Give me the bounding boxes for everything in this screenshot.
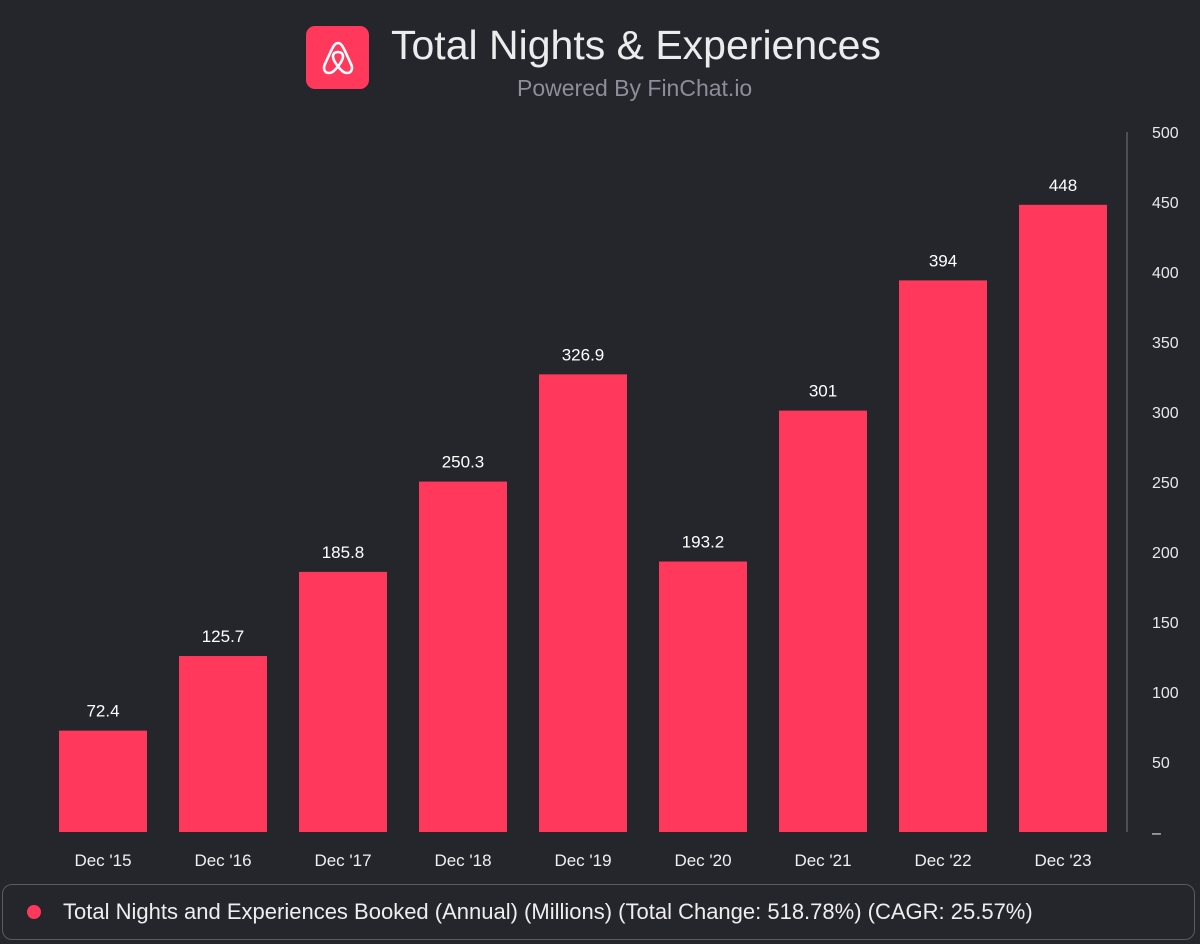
y-tick-label: 350 bbox=[1152, 335, 1179, 352]
x-tick-label: Dec '19 bbox=[554, 851, 611, 870]
y-tick-label: 150 bbox=[1152, 615, 1179, 632]
bar bbox=[1019, 204, 1107, 833]
bar-value-label: 301 bbox=[809, 382, 837, 401]
bar bbox=[419, 481, 507, 832]
bar-value-label: 185.8 bbox=[322, 543, 365, 562]
bar-value-label: 125.7 bbox=[202, 627, 245, 646]
airbnb-logo bbox=[306, 26, 369, 89]
x-tick-label: Dec '23 bbox=[1034, 851, 1091, 870]
bar-value-label: 250.3 bbox=[442, 453, 485, 472]
y-tick-label: 450 bbox=[1152, 195, 1179, 212]
airbnb-logo-icon bbox=[322, 41, 353, 74]
x-tick-label: Dec '22 bbox=[914, 851, 971, 870]
x-tick-label: Dec '20 bbox=[674, 851, 731, 870]
bar bbox=[299, 571, 387, 832]
bar bbox=[179, 656, 267, 832]
y-tick-label: 400 bbox=[1152, 265, 1179, 282]
x-tick-label: Dec '21 bbox=[794, 851, 851, 870]
bar bbox=[659, 561, 747, 832]
legend-marker bbox=[27, 905, 41, 919]
bar bbox=[779, 410, 867, 832]
y-tick-label: 50 bbox=[1152, 755, 1170, 772]
bar-chart: – 50 100 150 200 250 300 350 400 450 500 72.4 Dec '1… bbox=[59, 125, 1179, 870]
y-tick-label: 300 bbox=[1152, 405, 1179, 422]
bar-value-label: 193.2 bbox=[682, 533, 725, 552]
bar-value-label: 72.4 bbox=[86, 702, 119, 721]
x-tick-label: Dec '15 bbox=[74, 851, 131, 870]
chart-title: Total Nights & Experiences bbox=[391, 22, 881, 68]
y-tick-label: 100 bbox=[1152, 685, 1179, 702]
y-tick-label: 500 bbox=[1152, 125, 1179, 142]
x-tick-label: Dec '16 bbox=[194, 851, 251, 870]
bar bbox=[59, 730, 147, 832]
y-tick-label: – bbox=[1152, 825, 1161, 842]
bar bbox=[899, 280, 987, 832]
y-tick-label: 200 bbox=[1152, 545, 1179, 562]
legend-label: Total Nights and Experiences Booked (Ann… bbox=[63, 899, 1033, 924]
y-tick-label: 250 bbox=[1152, 475, 1179, 492]
x-tick-label: Dec '18 bbox=[434, 851, 491, 870]
legend[interactable]: Total Nights and Experiences Booked (Ann… bbox=[2, 884, 1195, 940]
bar-value-label: 448 bbox=[1049, 176, 1077, 195]
bar bbox=[539, 374, 627, 832]
chart-subtitle: Powered By FinChat.io bbox=[517, 75, 753, 101]
bar-value-label: 394 bbox=[929, 251, 957, 270]
bar-value-label: 326.9 bbox=[562, 345, 605, 364]
x-tick-label: Dec '17 bbox=[314, 851, 371, 870]
